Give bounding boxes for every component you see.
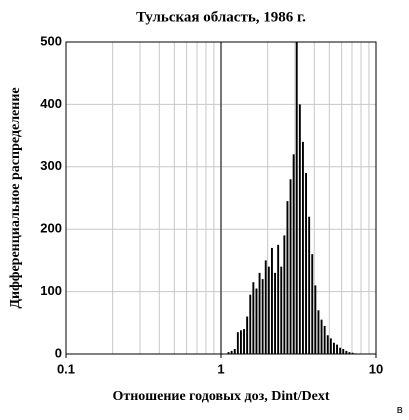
bar bbox=[280, 266, 283, 354]
bar bbox=[345, 350, 348, 354]
y-tick-label: 300 bbox=[40, 158, 62, 173]
bar bbox=[227, 352, 230, 354]
bar bbox=[277, 244, 280, 354]
bar bbox=[261, 279, 264, 354]
x-tick-label: 10 bbox=[369, 361, 383, 376]
x-axis-label: Отношение годовых доз, Dint/Dext bbox=[112, 389, 329, 404]
bar bbox=[305, 173, 308, 354]
bar bbox=[323, 325, 326, 354]
bar bbox=[239, 330, 242, 354]
chart-title: Тульская область, 1986 г. bbox=[136, 9, 306, 25]
bar bbox=[274, 272, 277, 354]
bar bbox=[289, 179, 292, 354]
panel-label: в bbox=[397, 403, 403, 416]
y-axis-label: Дифференциальное распределение bbox=[8, 87, 23, 308]
y-tick-label: 200 bbox=[40, 221, 62, 236]
bar bbox=[258, 272, 261, 354]
bar bbox=[339, 347, 342, 354]
bar bbox=[314, 285, 317, 354]
bar bbox=[283, 235, 286, 354]
bar bbox=[329, 338, 332, 354]
y-tick-label: 400 bbox=[40, 96, 62, 111]
bar bbox=[252, 282, 255, 354]
bar bbox=[317, 310, 320, 354]
plot-frame bbox=[65, 41, 377, 355]
bar bbox=[264, 260, 267, 354]
bar bbox=[270, 247, 273, 354]
bar bbox=[311, 254, 314, 354]
bar bbox=[286, 201, 289, 354]
bar bbox=[332, 342, 335, 354]
bar bbox=[230, 350, 233, 354]
x-tick-label: 0.1 bbox=[57, 361, 75, 376]
bar bbox=[348, 352, 351, 354]
bar bbox=[298, 104, 301, 355]
y-tick-label: 0 bbox=[55, 345, 62, 360]
bar bbox=[336, 344, 338, 354]
bar bbox=[246, 316, 249, 354]
bar bbox=[267, 266, 270, 354]
x-tick-label: 1 bbox=[217, 361, 224, 376]
y-tick-label: 500 bbox=[40, 33, 62, 48]
bar bbox=[255, 288, 258, 354]
bar bbox=[292, 154, 295, 354]
y-tick-label: 100 bbox=[40, 283, 62, 298]
bar bbox=[236, 332, 239, 354]
bar bbox=[326, 335, 329, 354]
bar bbox=[308, 216, 311, 354]
bar bbox=[243, 329, 245, 354]
bar bbox=[351, 352, 354, 354]
bar bbox=[295, 42, 298, 354]
bar bbox=[249, 294, 252, 354]
bar bbox=[301, 141, 304, 354]
bar bbox=[342, 349, 345, 354]
bar bbox=[320, 319, 323, 354]
bar bbox=[233, 349, 236, 354]
